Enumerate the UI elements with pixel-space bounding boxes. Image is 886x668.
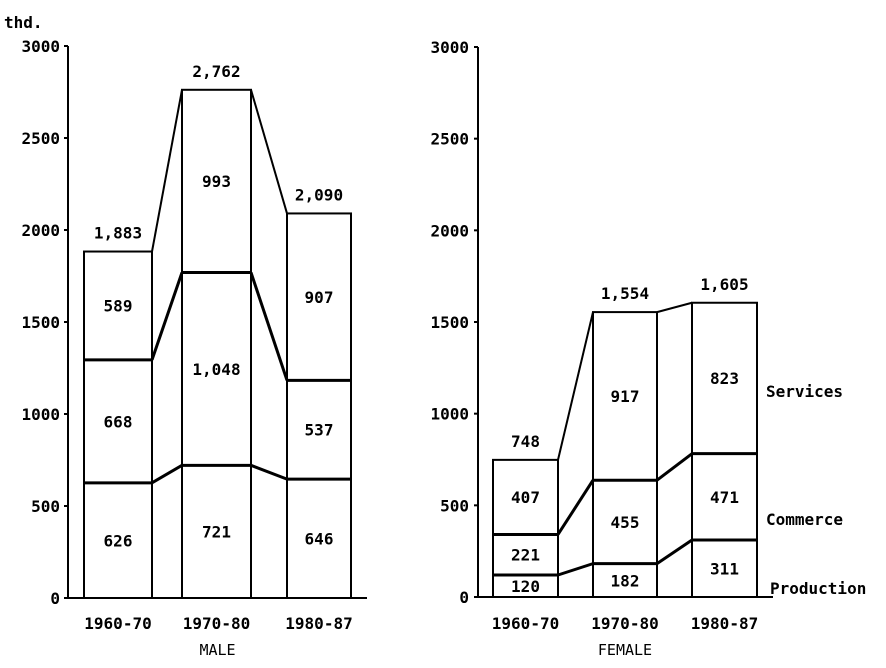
female-connector-line <box>656 538 693 565</box>
female-segment-label-production: 182 <box>611 571 640 590</box>
male-ytick-label: 0 <box>50 589 60 608</box>
female-x-tick-label: 1980-87 <box>691 614 758 633</box>
legend: Services Commerce Production <box>766 382 866 598</box>
female-total-label: 1,554 <box>601 284 649 303</box>
male-total-label: 1,883 <box>94 224 142 243</box>
female-segment-label-services: 917 <box>611 387 640 406</box>
female-bar-1960-70 <box>492 458 559 598</box>
male-connector-line <box>249 272 289 381</box>
female-connector-line <box>557 562 594 577</box>
female-x-axis-title: FEMALE <box>598 641 652 659</box>
male-ytick-label: 1500 <box>21 313 60 332</box>
female-panel: 0 500 1000 1500 2000 2500 3000 120 221 407 748 1960… <box>430 38 773 659</box>
male-x-tick-label: 1970-80 <box>183 614 250 633</box>
male-segment-label-services: 993 <box>202 172 231 191</box>
male-x-axis-title: MALE <box>199 641 235 659</box>
male-segment-label-production: 721 <box>202 523 231 542</box>
female-x-tick-label: 1970-80 <box>591 614 658 633</box>
male-panel: 0 500 1000 1500 2000 2500 3000 thd. 626 668 589 1,8… <box>4 13 367 659</box>
male-segment-label-services: 907 <box>305 288 334 307</box>
male-ytick-label: 1000 <box>21 405 60 424</box>
female-segment-label-services: 823 <box>710 369 739 388</box>
female-segment-label-commerce: 221 <box>511 546 540 565</box>
female-connector-line <box>656 452 693 482</box>
female-ytick-label: 1500 <box>430 313 469 332</box>
female-ytick-label: 3000 <box>430 38 469 57</box>
male-connector-line <box>250 89 288 214</box>
male-bar-1970-80 <box>181 88 252 600</box>
female-bar-1980-87 <box>691 301 758 598</box>
male-ytick-label: 500 <box>31 497 60 516</box>
male-connector-line <box>150 272 184 361</box>
male-connector-line <box>151 89 183 252</box>
female-ytick-label: 1000 <box>430 405 469 424</box>
female-ytick-label: 2000 <box>430 221 469 240</box>
female-x-tick-label: 1960-70 <box>492 614 559 633</box>
female-segment-label-services: 407 <box>511 488 540 507</box>
male-segment-label-commerce: 668 <box>104 412 133 431</box>
female-segment-label-commerce: 471 <box>710 488 739 507</box>
male-connector-line <box>250 463 288 481</box>
male-ytick-label: 2000 <box>21 221 60 240</box>
male-segment-label-services: 589 <box>104 297 133 316</box>
male-connector-line <box>151 464 183 485</box>
female-connector-line <box>556 479 595 536</box>
female-segment-label-production: 311 <box>710 559 739 578</box>
male-segment-label-production: 646 <box>305 530 334 549</box>
legend-production: Production <box>770 579 866 598</box>
male-y-unit-label: thd. <box>4 13 43 32</box>
female-total-label: 748 <box>511 432 540 451</box>
female-ytick-label: 0 <box>459 588 469 607</box>
male-x-tick-label: 1960-70 <box>84 614 151 633</box>
female-ytick-label: 2500 <box>430 130 469 149</box>
female-ytick-label: 500 <box>440 496 469 515</box>
male-bar-1980-87 <box>286 212 352 599</box>
female-connector-line <box>557 311 594 461</box>
male-segment-label-commerce: 1,048 <box>192 360 240 379</box>
male-total-label: 2,762 <box>192 62 240 81</box>
female-total-label: 1,605 <box>700 275 748 294</box>
male-x-tick-label: 1980-87 <box>285 614 352 633</box>
female-bar-1970-80 <box>592 311 658 598</box>
male-bar-1960-70 <box>83 250 153 599</box>
female-connector-line <box>656 301 693 314</box>
legend-services: Services <box>766 382 843 401</box>
male-ytick-label: 3000 <box>21 37 60 56</box>
female-segment-label-commerce: 455 <box>611 513 640 532</box>
female-segment-label-production: 120 <box>511 577 540 596</box>
male-total-label: 2,090 <box>295 185 343 204</box>
legend-commerce: Commerce <box>766 510 843 529</box>
male-segment-label-production: 626 <box>104 531 133 550</box>
male-segment-label-commerce: 537 <box>305 421 334 440</box>
male-ytick-label: 2500 <box>21 129 60 148</box>
